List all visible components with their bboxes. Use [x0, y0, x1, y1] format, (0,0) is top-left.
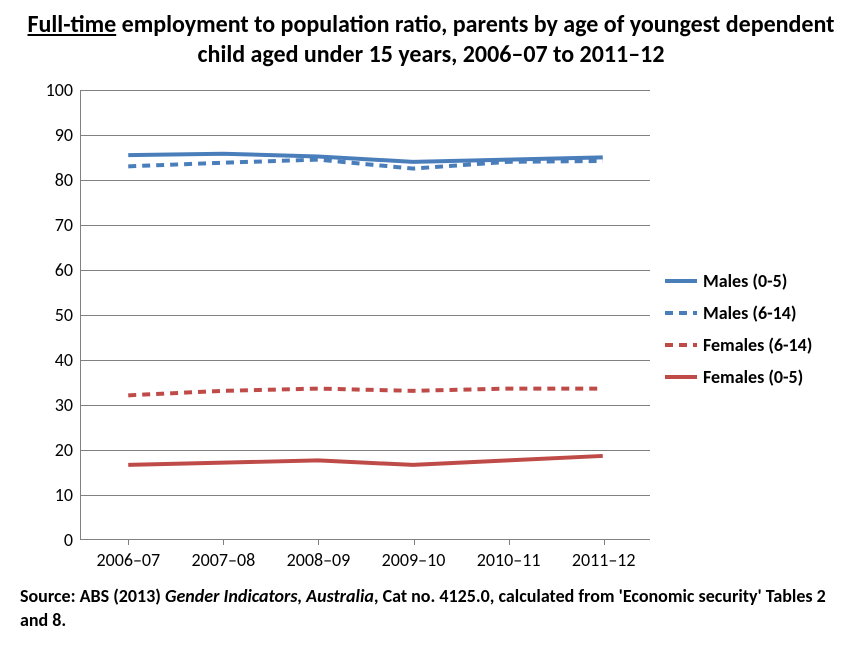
legend-item-females_0_5: Females (0-5) — [665, 361, 851, 393]
legend-swatch — [665, 343, 697, 347]
y-tick-label: 50 — [31, 304, 81, 326]
chart-container: Full-time employment to population ratio… — [0, 0, 862, 647]
legend-item-males_0_5: Males (0-5) — [665, 265, 851, 297]
y-tick-label: 0 — [31, 529, 81, 551]
series-line-males_0_5 — [128, 154, 603, 162]
y-tick-label: 40 — [31, 349, 81, 371]
source-italic: Gender Indicators, Australia — [165, 585, 374, 607]
series-line-females_6_14 — [128, 389, 603, 396]
plot-area: 01020304050607080901002006–072007–082008… — [80, 90, 650, 540]
gridline — [81, 450, 650, 451]
title-rest: employment to population ratio, parents … — [116, 10, 834, 69]
y-tick-label: 20 — [31, 439, 81, 461]
x-tick-label: 2007–08 — [192, 539, 256, 571]
legend: Males (0-5) Males (6-14) Females (6-14) Fem… — [665, 265, 851, 393]
y-tick-label: 70 — [31, 214, 81, 236]
title-underlined: Full-time — [28, 10, 117, 39]
legend-item-males_6_14: Males (6-14) — [665, 297, 851, 329]
legend-label: Males (6-14) — [703, 302, 796, 324]
legend-swatch — [665, 375, 697, 379]
gridline — [81, 135, 650, 136]
x-tick-label: 2008–09 — [287, 539, 351, 571]
legend-label: Males (0-5) — [703, 270, 787, 292]
gridline — [81, 180, 650, 181]
y-tick-label: 30 — [31, 394, 81, 416]
legend-label: Females (6-14) — [703, 334, 812, 356]
legend-label: Females (0-5) — [703, 366, 803, 388]
y-tick-label: 10 — [31, 484, 81, 506]
y-tick-label: 60 — [31, 259, 81, 281]
gridline — [81, 405, 650, 406]
chart-title: Full-time employment to population ratio… — [0, 10, 862, 70]
y-tick-label: 100 — [31, 79, 81, 101]
gridline — [81, 270, 650, 271]
x-tick-label: 2011–12 — [572, 539, 636, 571]
x-tick-label: 2010–11 — [477, 539, 541, 571]
source-prefix: Source: ABS (2013) — [20, 585, 165, 607]
source-citation: Source: ABS (2013) Gender Indicators, Au… — [20, 585, 842, 632]
legend-swatch — [665, 279, 697, 283]
x-tick-label: 2009–10 — [382, 539, 446, 571]
y-tick-label: 90 — [31, 124, 81, 146]
gridline — [81, 360, 650, 361]
gridline — [81, 225, 650, 226]
gridline — [81, 495, 650, 496]
legend-swatch — [665, 311, 697, 315]
series-line-females_0_5 — [128, 456, 603, 465]
gridline — [81, 90, 650, 91]
gridline — [81, 315, 650, 316]
y-tick-label: 80 — [31, 169, 81, 191]
legend-item-females_6_14: Females (6-14) — [665, 329, 851, 361]
x-tick-label: 2006–07 — [96, 539, 160, 571]
